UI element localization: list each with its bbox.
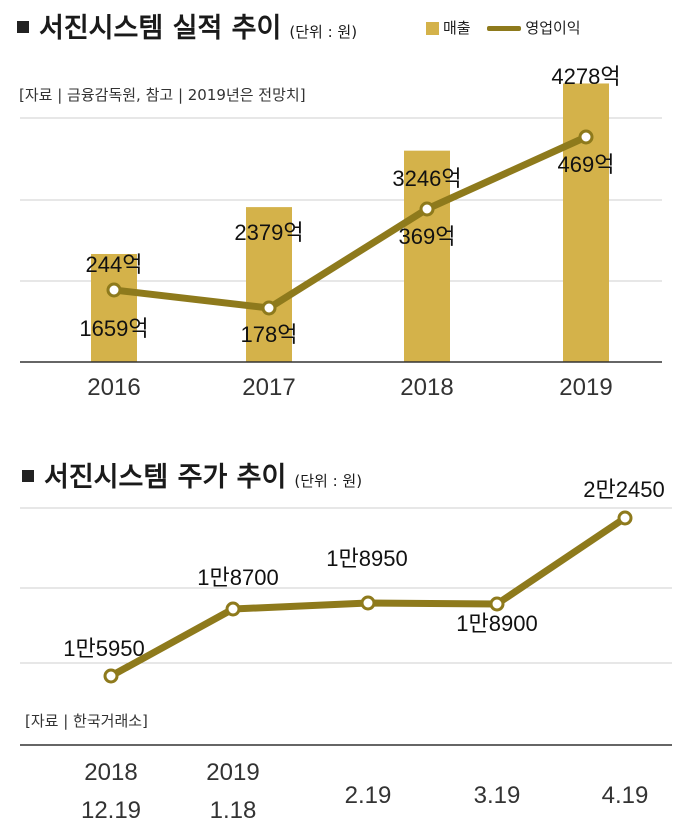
- op-profit-data-label: 469억: [558, 152, 615, 177]
- chart1-unit: (단위 : 원): [289, 23, 358, 41]
- x-tick-label-date: 2.19: [345, 782, 392, 809]
- op-profit-line: [110, 133, 590, 312]
- chart1-title: 서진시스템 실적 추이 (단위 : 원): [17, 6, 357, 45]
- x-tick-label-date: 3.19: [474, 782, 521, 809]
- chart2-unit: (단위 : 원): [294, 472, 363, 490]
- x-tick-label-date: 1.18: [210, 797, 257, 824]
- op-profit-point-2017: [261, 300, 277, 316]
- stock-price-data-label: 1만8700: [197, 565, 278, 590]
- legend-op-profit: 영업이익: [525, 19, 581, 37]
- op-profit-point-2019: [578, 129, 594, 145]
- bar-2018: [404, 150, 450, 362]
- sales-data-label: 2379억: [234, 220, 303, 245]
- stock-price-data-label: 1만8900: [456, 611, 537, 636]
- x-tick-label-year: 2018: [84, 759, 137, 786]
- bar-swatch-icon: [426, 22, 439, 35]
- op-profit-point-2016: [106, 282, 122, 298]
- op-profit-data-label: 178억: [241, 322, 298, 347]
- sales-data-label: 3246억: [392, 166, 461, 191]
- stock-price-point-4: [617, 510, 633, 526]
- stock-price-point-3: [489, 596, 505, 612]
- stock-price-point-1: [225, 601, 241, 617]
- title-bullet-icon: [17, 20, 29, 33]
- stock-price-point-2: [360, 595, 376, 611]
- sales-data-label: 1659억: [79, 316, 148, 341]
- stock-price-data-label: 1만5950: [63, 636, 144, 661]
- chart1-source: [자료 | 금융감독원, 참고 | 2019년은 전망치]: [19, 86, 306, 104]
- x-tick-label: 2016: [87, 374, 140, 401]
- x-tick-label-date: 4.19: [602, 782, 649, 809]
- chart2-title: 서진시스템 주가 추이 (단위 : 원): [22, 455, 362, 494]
- stock-price-data-label: 1만8950: [326, 546, 407, 571]
- stock-price-data-label: 2만2450: [583, 477, 664, 502]
- x-tick-label-year: 2019: [206, 759, 259, 786]
- op-profit-point-2018: [419, 201, 435, 217]
- op-profit-data-label: 244억: [86, 252, 143, 277]
- stock-price-point-0: [103, 668, 119, 684]
- title-bullet-icon: [22, 469, 34, 482]
- bar-2017: [246, 207, 292, 362]
- x-tick-label: 2017: [242, 374, 295, 401]
- x-tick-label: 2018: [400, 374, 453, 401]
- x-tick-label-date: 12.19: [81, 797, 141, 824]
- chart1-legend: 매출 영업이익: [426, 17, 581, 38]
- chart2-source: [자료 | 한국거래소]: [25, 712, 148, 730]
- bar-2016: [91, 253, 137, 362]
- bar-2019: [563, 83, 609, 363]
- sales-data-label: 4278억: [551, 64, 620, 89]
- x-tick-label: 2019: [559, 374, 612, 401]
- op-profit-data-label: 369억: [399, 224, 456, 249]
- line-swatch-icon: [487, 26, 522, 31]
- legend-sales: 매출: [443, 19, 471, 37]
